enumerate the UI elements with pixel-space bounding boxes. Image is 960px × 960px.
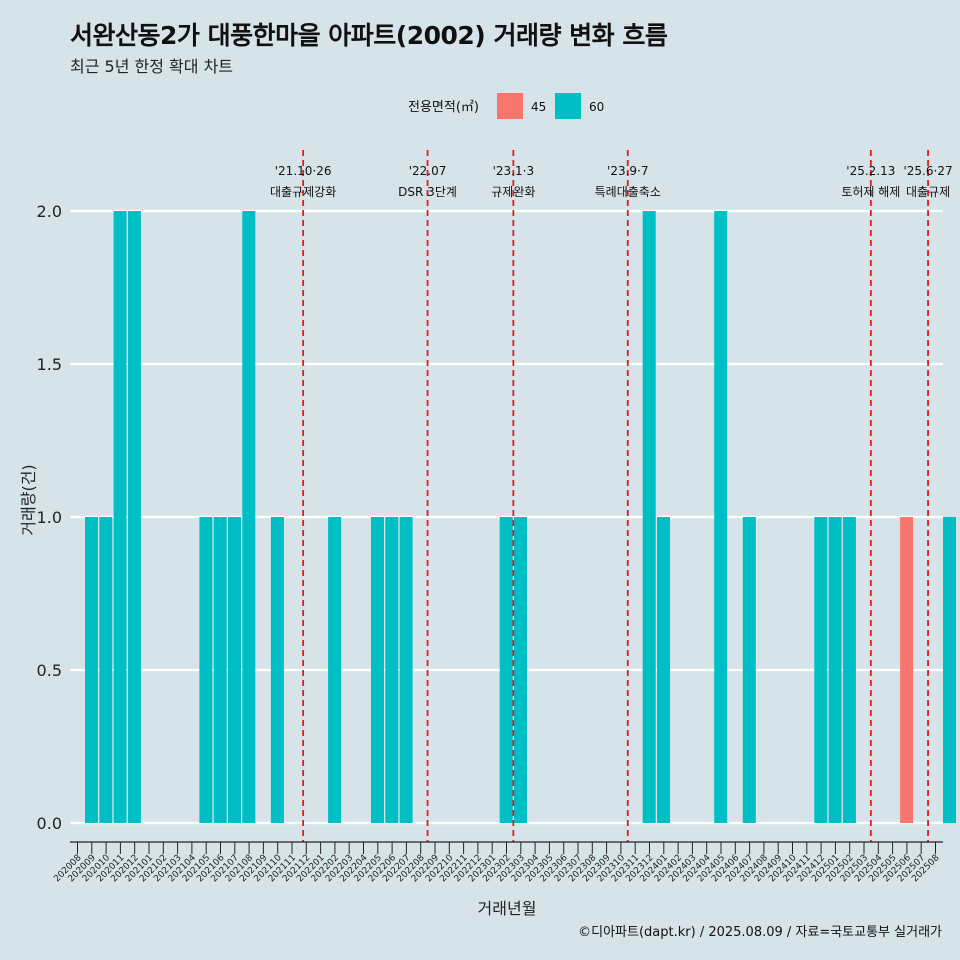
event-label-date: '21.10·26 bbox=[275, 164, 332, 178]
bar-60-202109 bbox=[270, 517, 284, 823]
bar-60-202201 bbox=[328, 517, 342, 823]
bar-60-202205 bbox=[385, 517, 399, 823]
event-label-text: DSR 3단계 bbox=[398, 185, 457, 199]
legend-label-60: 60 bbox=[589, 100, 604, 114]
y-tick-label: 0.0 bbox=[37, 814, 62, 833]
y-tick-label: 1.5 bbox=[37, 355, 62, 374]
bar-60-202107 bbox=[242, 211, 256, 823]
bar-60-202204 bbox=[371, 517, 384, 823]
bar-60-202412 bbox=[828, 517, 842, 823]
x-axis-title: 거래년월 bbox=[478, 899, 537, 918]
y-tick-label: 2.0 bbox=[37, 202, 62, 221]
event-label-text: 대출규제강화 bbox=[270, 185, 336, 199]
chart-title: 서완산동2가 대풍한마을 아파트(2002) 거래량 변화 흐름 bbox=[70, 21, 668, 50]
bar-60-202302 bbox=[514, 517, 527, 823]
bar-60-202411 bbox=[814, 517, 828, 823]
bar-60-202311 bbox=[642, 211, 656, 823]
legend-title: 전용면적(㎡) bbox=[408, 100, 479, 115]
event-label-date: '25.6·27 bbox=[903, 164, 952, 178]
bar-60-202301 bbox=[499, 517, 513, 823]
bar-60-202010 bbox=[113, 211, 127, 823]
event-label-text: 토허제 해제 bbox=[841, 185, 900, 199]
event-label-text: 규제완화 bbox=[491, 185, 535, 199]
bar-60-202106 bbox=[228, 517, 241, 823]
bar-60-202501 bbox=[842, 517, 856, 823]
legend-label-45: 45 bbox=[531, 100, 546, 114]
bar-60-202104 bbox=[199, 517, 213, 823]
legend-swatch-60 bbox=[555, 93, 581, 119]
bar-60-202312 bbox=[657, 517, 670, 823]
legend-swatch-45 bbox=[497, 93, 523, 119]
bar-60-202011 bbox=[127, 211, 141, 823]
y-tick-label: 0.5 bbox=[37, 661, 62, 680]
bars bbox=[85, 211, 956, 823]
event-label-date: '23.9·7 bbox=[607, 164, 648, 178]
bar-60-202206 bbox=[399, 517, 413, 823]
y-axis-title: 거래량(건) bbox=[19, 464, 38, 535]
event-label-date: '22.07 bbox=[409, 164, 447, 178]
bar-60-202009 bbox=[99, 517, 113, 823]
event-label-text: 특례대출축소 bbox=[595, 185, 661, 199]
axes: 0.00.51.01.52.02020082020092020102020112… bbox=[37, 202, 943, 884]
caption: ©디아파트(dapt.kr) / 2025.08.09 / 자료=국토교통부 실… bbox=[578, 925, 942, 940]
event-markers: '21.10·26 대출규제강화 '22.07 DSR 3단계 '23.1·3 규제완화 '… bbox=[270, 150, 953, 842]
legend: 전용면적(㎡) 45 60 bbox=[408, 93, 604, 119]
bar-60-202508 bbox=[943, 517, 956, 823]
bar-60-202105 bbox=[213, 517, 227, 823]
event-label-text: 대출규제 bbox=[906, 185, 950, 199]
bar-60-202404 bbox=[714, 211, 728, 823]
bar-45-202505 bbox=[900, 517, 914, 823]
chart-subtitle: 최근 5년 한정 확대 차트 bbox=[70, 57, 234, 76]
bar-60-202008 bbox=[85, 517, 98, 823]
y-tick-label: 1.0 bbox=[37, 508, 62, 527]
event-label-date: '23.1·3 bbox=[493, 164, 534, 178]
bar-60-202406 bbox=[742, 517, 756, 823]
event-label-date: '25.2.13 bbox=[846, 164, 895, 178]
